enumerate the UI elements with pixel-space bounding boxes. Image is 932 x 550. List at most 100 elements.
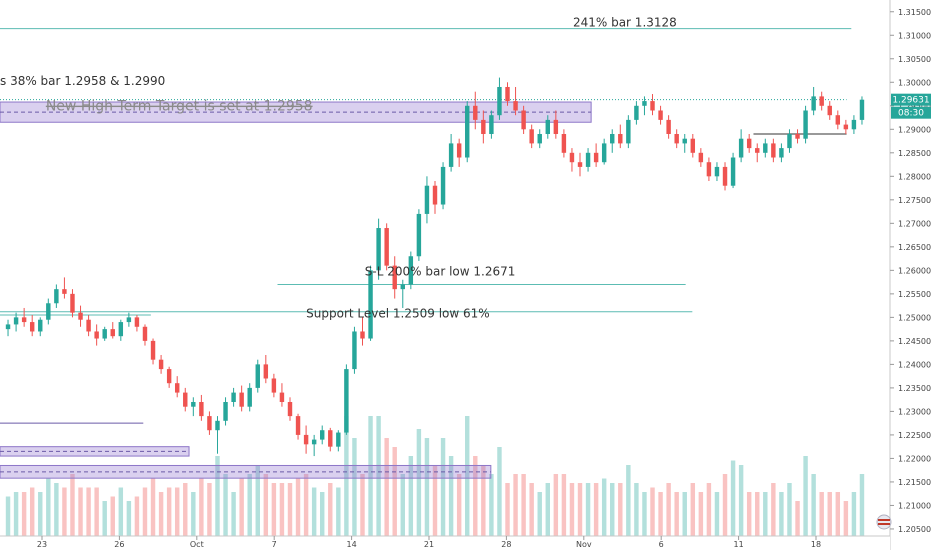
volume-bar [634,483,639,536]
volume-bar [763,492,768,536]
volume-bar [54,483,59,536]
volume-bar [78,487,83,536]
x-tick-label: Oct [190,540,204,549]
candle [561,129,567,158]
candle [513,86,518,116]
candle [126,312,132,327]
volume-bar [690,483,696,536]
candle [271,373,277,398]
candle [545,115,551,139]
volume-bar [481,465,486,536]
candle [328,427,333,452]
candle [569,148,575,172]
candle [207,411,212,435]
y-tick-label: 1.31000 [898,31,931,40]
zone [0,464,492,479]
candle [819,91,824,111]
volume-bar [585,483,591,536]
x-tick-label: 6 [659,540,664,549]
volume-bar [650,487,655,536]
candle [102,326,107,341]
volume-bar [360,474,365,536]
candle [746,134,752,153]
zone [0,446,190,457]
volume-bar [134,496,140,536]
y-tick-label: 1.22000 [898,454,931,463]
y-tick-label: 1.25000 [898,313,931,322]
candle [521,105,526,134]
volume-bar [29,487,35,536]
x-tick-label: 7 [272,540,277,549]
candle [255,359,260,393]
candle [763,138,768,158]
y-tick-label: 1.25500 [898,290,931,299]
x-tick-label: 26 [114,540,124,549]
candle [416,209,422,261]
volume-bar [295,478,301,536]
volume-bar [835,492,841,536]
volume-bar [674,492,679,536]
volume-bar [859,474,865,536]
candle [529,124,534,149]
volume-bar [779,492,784,536]
candle [215,416,220,454]
candle [440,162,446,210]
time-axis-panel [0,536,890,550]
candle [722,162,728,191]
zone [0,101,592,123]
volume-bar [593,483,599,536]
volume-bar [62,487,67,536]
candle [811,86,816,116]
volume-bar [738,465,744,536]
volume-bar [5,496,11,536]
candle [577,152,583,177]
candle [553,110,559,139]
volume-bar [158,492,164,536]
candle [481,110,486,144]
volume-bar [569,483,575,536]
volume-bar [142,487,148,536]
volume-bar [803,456,808,536]
volume-bar [70,474,75,536]
price-axis[interactable]: 1.31500 1.31000 1.30500 1.30000 1.29500 1.290… [890,8,931,534]
candles [5,77,865,457]
candle [593,143,599,167]
volume-bar [755,492,760,536]
volume-bar [247,474,252,536]
time-axis[interactable]: 23 26 Oct 7 14 21 28 Nov 6 11 18 [37,536,821,549]
candle [400,279,405,308]
y-tick-label: 1.23500 [898,384,931,393]
volume-bar [126,501,132,536]
volume-bar [352,438,357,536]
candle [465,101,470,163]
y-tick-label: 1.24500 [898,337,931,346]
volume-bar [577,483,583,536]
annotation-label: s 38% bar 1.2958 & 1.2990 [0,74,165,88]
candle [674,129,679,149]
candle [199,394,204,421]
volume-bar [456,474,462,536]
volume-bar [311,487,317,536]
y-tick-label: 1.20500 [898,525,931,534]
candle [13,312,19,332]
candle [714,162,720,182]
volume-bar [376,416,381,536]
candle [795,129,800,144]
candle [626,115,631,149]
volume-bar [787,483,792,536]
candle [223,397,228,426]
candle [489,110,494,139]
volume-bar [263,474,269,536]
flag-icon[interactable] [876,514,892,530]
volume-bar [303,474,309,536]
volume-bar [215,456,220,536]
candle [787,129,792,153]
x-tick-label: 23 [37,540,47,549]
y-tick-label: 1.29500 [898,102,931,111]
candle [658,105,663,125]
y-tick-label: 1.26000 [898,266,931,275]
candle [38,317,43,337]
candle [191,397,196,417]
volume-bar [271,483,277,536]
